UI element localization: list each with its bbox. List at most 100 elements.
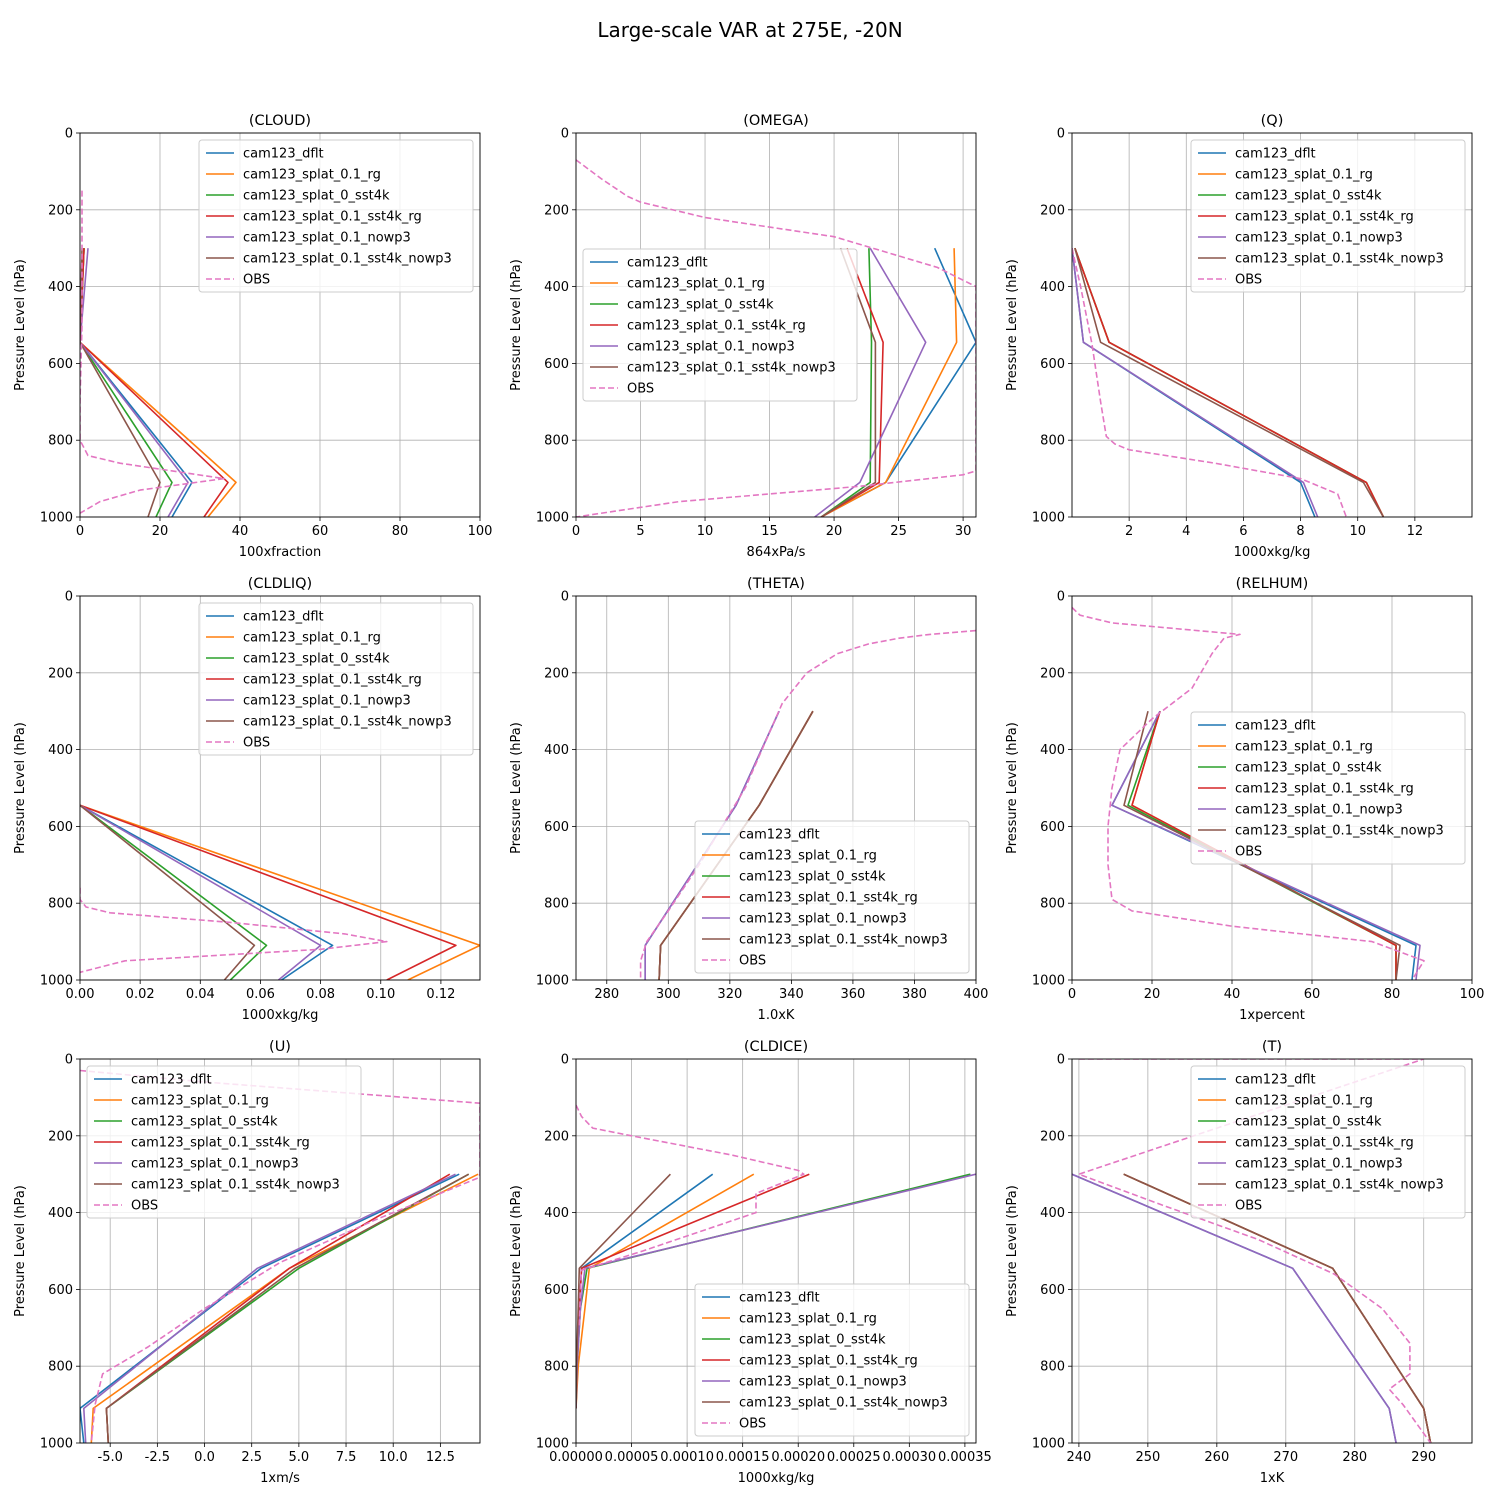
legend-label: OBS bbox=[627, 382, 654, 397]
legend-label: cam123_splat_0_sst4k bbox=[1235, 189, 1382, 204]
x-tick-label: 0 bbox=[76, 524, 84, 539]
x-tick-label: 10 bbox=[1349, 524, 1366, 539]
legend: cam123_dflt cam123_splat_0.1_rg cam123_spl… bbox=[694, 1283, 970, 1437]
x-tick-label: 0 bbox=[1068, 987, 1076, 1002]
legend: cam123_dflt cam123_splat_0.1_rg cam123_spl… bbox=[198, 602, 474, 756]
axes-frame bbox=[1071, 132, 1473, 518]
y-tick-label: 600 bbox=[1040, 357, 1065, 372]
y-tick-label: 600 bbox=[48, 820, 73, 835]
x-tick-label: 40 bbox=[232, 524, 249, 539]
y-tick-label: 0 bbox=[1057, 127, 1065, 142]
legend: cam123_dflt cam123_splat_0.1_rg cam123_spl… bbox=[86, 1065, 362, 1219]
y-tick-label: 200 bbox=[48, 666, 73, 681]
legend-label: cam123_splat_0.1_sst4k_rg bbox=[1235, 782, 1414, 797]
panel-title: (Q) bbox=[1261, 113, 1284, 129]
x-tick-label: 240 bbox=[1066, 1450, 1091, 1465]
legend-label: cam123_splat_0.1_nowp3 bbox=[739, 1375, 907, 1390]
y-axis-label: Pressure Level (hPa) bbox=[13, 722, 28, 854]
series-line-cam123_splat_0.1_sst4k_rg bbox=[1131, 710, 1397, 980]
y-tick-label: 800 bbox=[544, 1360, 569, 1375]
legend-label: cam123_splat_0_sst4k bbox=[627, 298, 774, 313]
y-tick-label: 1000 bbox=[1032, 511, 1065, 526]
legend-label: cam123_dflt bbox=[739, 828, 820, 843]
legend-box bbox=[694, 1283, 970, 1437]
x-tick-label: 0.0 bbox=[194, 1450, 215, 1465]
series-line-cam123_splat_0.1_sst4k_nowp3 bbox=[1074, 247, 1385, 517]
y-tick-label: 600 bbox=[48, 357, 73, 372]
series-line-cam123_splat_0.1_nowp3 bbox=[80, 248, 189, 517]
legend-label: cam123_splat_0.1_rg bbox=[1235, 1094, 1373, 1109]
x-tick-label: 30 bbox=[955, 524, 972, 539]
y-tick-label: 200 bbox=[544, 666, 569, 681]
legend-box bbox=[1190, 139, 1466, 293]
series-group bbox=[639, 629, 976, 980]
legend-label: cam123_splat_0.1_sst4k_nowp3 bbox=[739, 933, 948, 948]
legend-label: OBS bbox=[1235, 845, 1262, 860]
x-tick-label: 20 bbox=[1144, 987, 1161, 1002]
y-tick-label: 400 bbox=[544, 1206, 569, 1221]
legend: cam123_dflt cam123_splat_0.1_rg cam123_spl… bbox=[198, 139, 474, 293]
legend-label: cam123_dflt bbox=[627, 256, 708, 271]
axes-frame bbox=[575, 1058, 977, 1444]
legend: cam123_dflt cam123_splat_0.1_rg cam123_spl… bbox=[1190, 1065, 1466, 1219]
panel-theta: 280 300 320 340 360 380 400 0 200 400 600 800 1000 (T… bbox=[509, 576, 988, 1023]
x-tick-label: 12.5 bbox=[426, 1450, 455, 1465]
y-tick-label: 600 bbox=[1040, 1283, 1065, 1298]
y-tick-label: 600 bbox=[1040, 820, 1065, 835]
y-tick-label: 1000 bbox=[536, 511, 569, 526]
legend-label: cam123_splat_0.1_nowp3 bbox=[1235, 803, 1403, 818]
legend-label: cam123_dflt bbox=[243, 610, 324, 625]
series-line-cam123_splat_0.1_rg bbox=[80, 804, 480, 980]
y-tick-label: 1000 bbox=[1032, 1437, 1065, 1452]
legend-label: OBS bbox=[243, 736, 270, 751]
x-tick-label: 0.00035 bbox=[938, 1450, 992, 1465]
x-tick-label: 400 bbox=[964, 987, 989, 1002]
legend-label: cam123_splat_0.1_nowp3 bbox=[243, 694, 411, 709]
legend-label: cam123_splat_0.1_sst4k_rg bbox=[131, 1136, 310, 1151]
legend-box bbox=[86, 1065, 362, 1219]
x-axis-label: 864xPa/s bbox=[747, 545, 806, 560]
panel-t: 240 250 260 270 280 290 0 200 400 600 800 1000 (T) 1x… bbox=[1005, 1039, 1473, 1486]
y-axis-label: Pressure Level (hPa) bbox=[1005, 1185, 1020, 1317]
y-tick-label: 200 bbox=[1040, 203, 1065, 218]
series-line-cam123_splat_0.1_sst4k_rg bbox=[820, 247, 884, 517]
panel-omega: 0 5 10 15 20 25 30 0 200 400 600 800 1000 (OMEGA) 864x… bbox=[509, 113, 977, 560]
series-group bbox=[80, 804, 480, 980]
x-axis-label: 1.0xK bbox=[758, 1008, 795, 1023]
x-tick-label: 0.00000 bbox=[549, 1450, 603, 1465]
panel-q: 2 4 6 8 10 12 0 200 400 600 800 1000 (Q) 1000xkg/kg Pr… bbox=[1005, 113, 1473, 560]
legend-label: OBS bbox=[243, 273, 270, 288]
series-line-OBS bbox=[639, 629, 976, 980]
panel-u: -5.0 -2.5 0.0 2.5 5.0 7.5 10.0 12.5 0 200 400 600 80… bbox=[13, 1039, 481, 1486]
series-line-OBS bbox=[576, 1104, 805, 1328]
axes-frame bbox=[79, 1058, 481, 1444]
y-tick-label: 0 bbox=[1057, 590, 1065, 605]
x-tick-label: 60 bbox=[312, 524, 329, 539]
x-tick-label: 6 bbox=[1239, 524, 1247, 539]
y-tick-label: 0 bbox=[65, 590, 73, 605]
y-tick-label: 0 bbox=[1057, 1053, 1065, 1068]
y-tick-label: 1000 bbox=[40, 1437, 73, 1452]
legend-label: cam123_splat_0_sst4k bbox=[1235, 761, 1382, 776]
x-tick-label: 360 bbox=[841, 987, 866, 1002]
series-line-cam123_splat_0.1_sst4k_nowp3 bbox=[820, 247, 877, 517]
legend-label: cam123_splat_0.1_sst4k_rg bbox=[1235, 210, 1414, 225]
y-tick-label: 600 bbox=[48, 1283, 73, 1298]
legend-label: cam123_dflt bbox=[1235, 147, 1316, 162]
legend-box bbox=[198, 139, 474, 293]
panel-cldliq: 0.00 0.02 0.04 0.06 0.08 0.10 0.12 0 200 400 600 80… bbox=[13, 576, 481, 1023]
y-tick-label: 400 bbox=[1040, 743, 1065, 758]
y-axis-label: Pressure Level (hPa) bbox=[509, 259, 524, 391]
series-group bbox=[1072, 1059, 1432, 1443]
x-tick-label: 0.00010 bbox=[660, 1450, 714, 1465]
legend-label: cam123_splat_0.1_sst4k_nowp3 bbox=[739, 1396, 948, 1411]
x-tick-label: 80 bbox=[392, 524, 409, 539]
y-tick-label: 1000 bbox=[40, 974, 73, 989]
y-axis-label: Pressure Level (hPa) bbox=[13, 1185, 28, 1317]
legend-label: cam123_splat_0.1_sst4k_nowp3 bbox=[627, 361, 836, 376]
legend-label: cam123_splat_0.1_rg bbox=[627, 277, 765, 292]
legend-label: cam123_splat_0.1_rg bbox=[1235, 740, 1373, 755]
x-tick-label: 10 bbox=[697, 524, 714, 539]
x-tick-label: 0.00020 bbox=[771, 1450, 825, 1465]
y-tick-label: 800 bbox=[544, 897, 569, 912]
